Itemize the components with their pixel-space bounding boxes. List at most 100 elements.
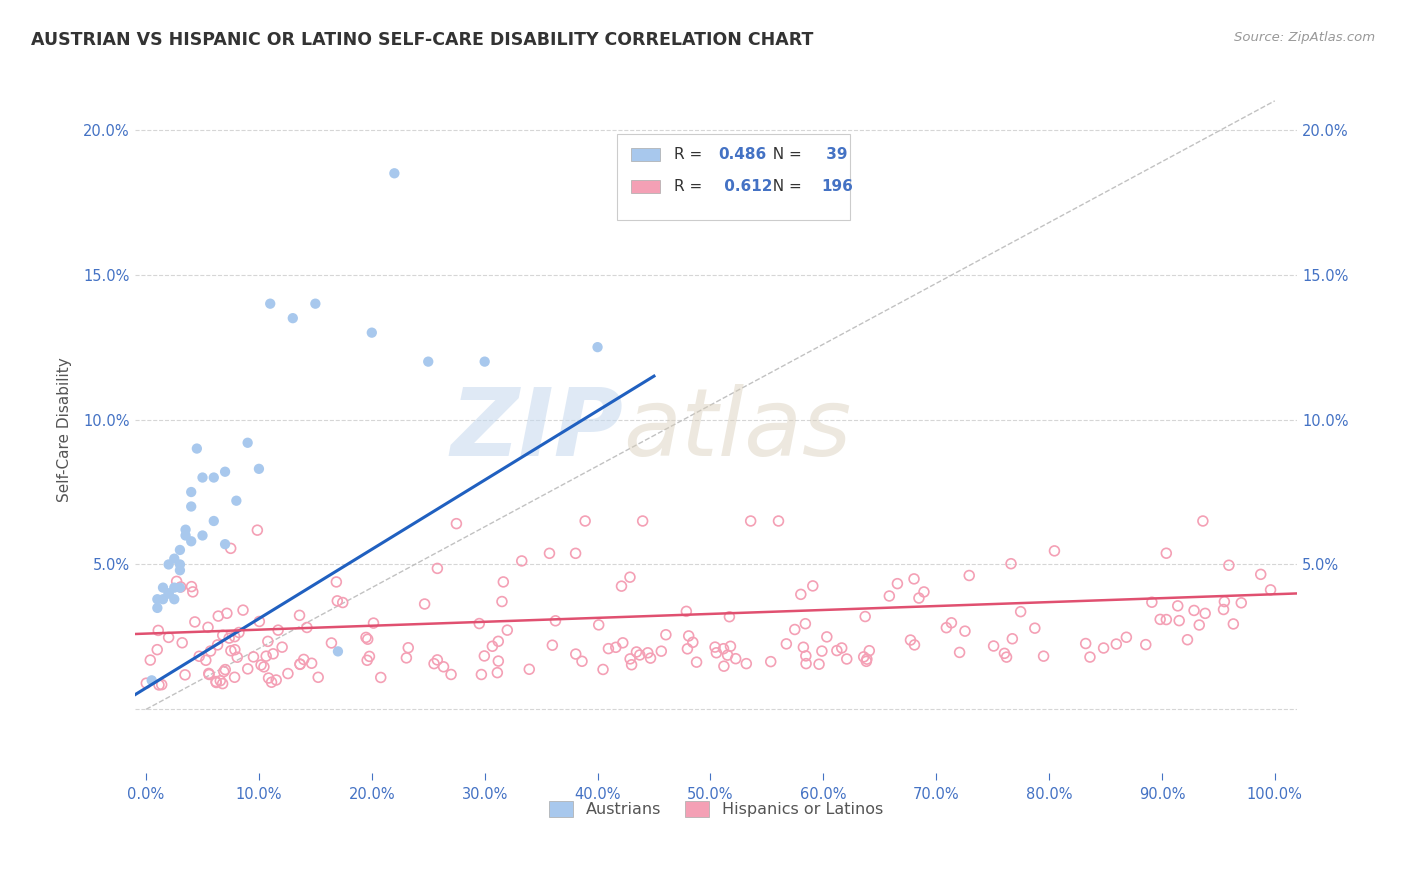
Text: 0.612: 0.612 bbox=[718, 179, 772, 194]
Hispanics or Latinos bbox=[242, 649, 264, 664]
Hispanics or Latinos bbox=[912, 585, 935, 599]
Hispanics or Latinos bbox=[685, 655, 707, 669]
Hispanics or Latinos bbox=[426, 561, 449, 575]
Hispanics or Latinos bbox=[215, 607, 238, 621]
Hispanics or Latinos bbox=[855, 654, 877, 668]
Hispanics or Latinos bbox=[565, 647, 588, 661]
Austrians bbox=[146, 592, 169, 607]
Hispanics or Latinos bbox=[675, 604, 697, 618]
Hispanics or Latinos bbox=[236, 662, 259, 676]
Hispanics or Latinos bbox=[900, 633, 922, 648]
Hispanics or Latinos bbox=[605, 640, 627, 655]
Hispanics or Latinos bbox=[792, 640, 814, 655]
Austrians bbox=[186, 442, 208, 456]
FancyBboxPatch shape bbox=[631, 148, 661, 161]
Hispanics or Latinos bbox=[321, 636, 343, 650]
Hispanics or Latinos bbox=[740, 514, 762, 528]
Hispanics or Latinos bbox=[1105, 637, 1128, 651]
Hispanics or Latinos bbox=[1168, 614, 1191, 628]
Hispanics or Latinos bbox=[628, 648, 651, 662]
Hispanics or Latinos bbox=[295, 620, 318, 634]
Hispanics or Latinos bbox=[472, 648, 495, 663]
Hispanics or Latinos bbox=[588, 618, 610, 632]
Hispanics or Latinos bbox=[610, 579, 633, 593]
Austrians bbox=[586, 340, 609, 354]
Hispanics or Latinos bbox=[292, 652, 315, 666]
Hispanics or Latinos bbox=[150, 678, 173, 692]
Austrians bbox=[360, 326, 382, 340]
Hispanics or Latinos bbox=[486, 634, 509, 648]
Hispanics or Latinos bbox=[1043, 544, 1066, 558]
Hispanics or Latinos bbox=[676, 641, 699, 656]
Hispanics or Latinos bbox=[481, 640, 503, 654]
Hispanics or Latinos bbox=[801, 579, 824, 593]
Austrians bbox=[157, 586, 180, 600]
Text: N =: N = bbox=[763, 179, 807, 194]
Hispanics or Latinos bbox=[207, 609, 229, 624]
Austrians bbox=[169, 563, 191, 577]
Hispanics or Latinos bbox=[174, 668, 197, 682]
Hispanics or Latinos bbox=[224, 642, 246, 657]
Hispanics or Latinos bbox=[172, 636, 194, 650]
Hispanics or Latinos bbox=[148, 624, 170, 638]
Hispanics or Latinos bbox=[720, 640, 742, 654]
Hispanics or Latinos bbox=[517, 662, 540, 676]
Hispanics or Latinos bbox=[620, 657, 643, 672]
Hispanics or Latinos bbox=[413, 597, 436, 611]
Hispanics or Latinos bbox=[1149, 612, 1171, 626]
Hispanics or Latinos bbox=[1092, 640, 1115, 655]
Hispanics or Latinos bbox=[768, 514, 790, 528]
Text: 0.486: 0.486 bbox=[718, 147, 766, 161]
Hispanics or Latinos bbox=[491, 594, 513, 608]
Hispanics or Latinos bbox=[277, 666, 299, 681]
Hispanics or Latinos bbox=[735, 657, 758, 671]
Y-axis label: Self-Care Disability: Self-Care Disability bbox=[58, 358, 72, 502]
Austrians bbox=[202, 514, 225, 528]
Hispanics or Latinos bbox=[995, 650, 1018, 665]
Hispanics or Latinos bbox=[257, 671, 280, 685]
Hispanics or Latinos bbox=[886, 576, 908, 591]
Hispanics or Latinos bbox=[440, 667, 463, 681]
Hispanics or Latinos bbox=[1074, 636, 1097, 650]
Hispanics or Latinos bbox=[357, 632, 380, 647]
Legend: Austrians, Hispanics or Latinos: Austrians, Hispanics or Latinos bbox=[543, 794, 890, 823]
Hispanics or Latinos bbox=[146, 642, 169, 657]
Hispanics or Latinos bbox=[948, 645, 970, 659]
Hispanics or Latinos bbox=[194, 653, 217, 667]
Hispanics or Latinos bbox=[1078, 650, 1101, 665]
Hispanics or Latinos bbox=[1140, 595, 1163, 609]
Hispanics or Latinos bbox=[856, 652, 879, 666]
Hispanics or Latinos bbox=[180, 580, 202, 594]
Hispanics or Latinos bbox=[218, 631, 240, 645]
Hispanics or Latinos bbox=[858, 643, 880, 657]
Austrians bbox=[163, 551, 186, 566]
Hispanics or Latinos bbox=[212, 665, 235, 679]
Hispanics or Latinos bbox=[598, 641, 620, 656]
Text: atlas: atlas bbox=[623, 384, 851, 475]
Hispanics or Latinos bbox=[541, 638, 564, 652]
Austrians bbox=[202, 470, 225, 484]
Hispanics or Latinos bbox=[612, 636, 634, 650]
Hispanics or Latinos bbox=[205, 675, 228, 690]
Hispanics or Latinos bbox=[619, 652, 641, 666]
Hispanics or Latinos bbox=[953, 624, 976, 639]
Austrians bbox=[281, 311, 304, 326]
Hispanics or Latinos bbox=[682, 635, 704, 649]
Hispanics or Latinos bbox=[395, 651, 418, 665]
Austrians bbox=[180, 500, 202, 514]
Hispanics or Latinos bbox=[496, 623, 519, 637]
Hispanics or Latinos bbox=[626, 645, 648, 659]
Hispanics or Latinos bbox=[1000, 557, 1022, 571]
Hispanics or Latinos bbox=[1218, 558, 1240, 573]
Hispanics or Latinos bbox=[267, 623, 290, 637]
Hispanics or Latinos bbox=[1001, 632, 1024, 646]
Hispanics or Latinos bbox=[219, 644, 242, 658]
Austrians bbox=[163, 581, 186, 595]
Hispanics or Latinos bbox=[794, 648, 817, 663]
Hispanics or Latinos bbox=[825, 643, 848, 657]
Hispanics or Latinos bbox=[1156, 546, 1178, 560]
Hispanics or Latinos bbox=[271, 640, 294, 655]
Hispanics or Latinos bbox=[1250, 567, 1272, 582]
Hispanics or Latinos bbox=[209, 673, 232, 688]
Hispanics or Latinos bbox=[1222, 616, 1244, 631]
